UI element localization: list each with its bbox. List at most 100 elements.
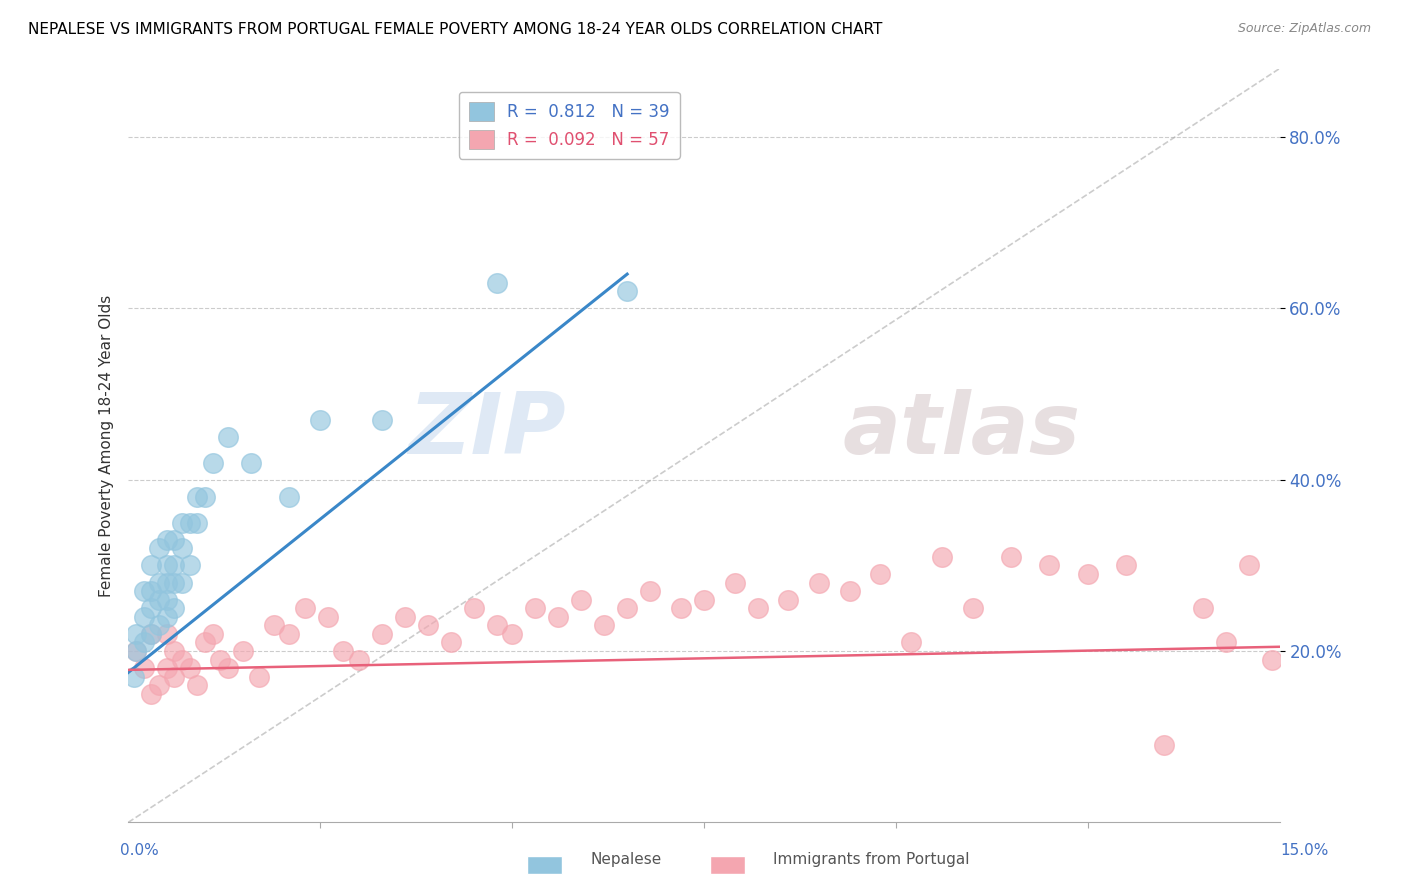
Point (370, 627, 392, 641)
Point (124, 670, 146, 684)
Text: Immigrants from Portugal: Immigrants from Portugal (773, 852, 970, 867)
Point (194, 635, 217, 649)
Point (148, 678, 170, 692)
Point (132, 661, 155, 675)
Point (394, 609, 416, 624)
Point (808, 575, 831, 590)
Point (1077, 566, 1099, 581)
Point (125, 644, 148, 658)
Point (247, 670, 270, 684)
Text: 0.0%: 0.0% (120, 843, 159, 858)
Point (569, 592, 592, 607)
Point (163, 670, 186, 684)
Point (186, 678, 208, 692)
Point (347, 652, 370, 666)
Legend: R =  0.812   N = 39, R =  0.092   N = 57: R = 0.812 N = 39, R = 0.092 N = 57 (458, 92, 679, 159)
Point (524, 601, 547, 615)
Point (156, 558, 179, 573)
Point (141, 627, 163, 641)
Point (179, 558, 201, 573)
Point (156, 627, 179, 641)
Point (156, 609, 179, 624)
Point (201, 456, 224, 470)
Point (125, 644, 148, 658)
Point (141, 601, 163, 615)
Text: Source: ZipAtlas.com: Source: ZipAtlas.com (1237, 22, 1371, 36)
Point (693, 592, 716, 607)
Point (316, 609, 339, 624)
Point (1153, 739, 1175, 753)
Point (669, 601, 692, 615)
Point (501, 627, 523, 641)
Point (263, 618, 285, 632)
Point (747, 601, 769, 615)
Point (1191, 601, 1213, 615)
Point (1038, 558, 1060, 573)
Point (869, 566, 891, 581)
Point (616, 601, 638, 615)
Point (723, 575, 745, 590)
Point (416, 618, 439, 632)
Point (163, 575, 186, 590)
Point (179, 661, 201, 675)
Point (163, 644, 186, 658)
Point (156, 592, 179, 607)
Point (931, 549, 953, 564)
Y-axis label: Female Poverty Among 18-24 Year Olds: Female Poverty Among 18-24 Year Olds (100, 294, 114, 597)
Point (309, 413, 332, 427)
Point (141, 584, 163, 599)
Point (132, 609, 155, 624)
Point (278, 627, 301, 641)
Point (240, 456, 263, 470)
Point (201, 627, 224, 641)
Point (156, 661, 179, 675)
Point (186, 516, 208, 530)
Point (125, 627, 148, 641)
Point (132, 584, 155, 599)
Point (1000, 549, 1022, 564)
Point (163, 601, 186, 615)
Point (547, 609, 569, 624)
Point (148, 575, 170, 590)
Point (638, 584, 661, 599)
Point (209, 652, 232, 666)
Point (141, 627, 163, 641)
Point (778, 592, 800, 607)
Point (217, 661, 239, 675)
Point (170, 541, 193, 556)
Point (163, 533, 186, 547)
Point (132, 635, 155, 649)
Point (593, 618, 616, 632)
Text: ZIP: ZIP (408, 389, 565, 472)
Point (194, 490, 217, 504)
Point (156, 533, 179, 547)
Point (962, 601, 984, 615)
Point (1237, 558, 1260, 573)
Point (179, 516, 201, 530)
Point (278, 490, 301, 504)
Point (1115, 558, 1137, 573)
Point (156, 575, 179, 590)
Point (616, 285, 638, 299)
Point (485, 618, 508, 632)
Point (294, 601, 316, 615)
Point (141, 558, 163, 573)
Point (217, 430, 239, 444)
Point (838, 584, 860, 599)
Point (1215, 635, 1237, 649)
Point (332, 644, 354, 658)
Text: NEPALESE VS IMMIGRANTS FROM PORTUGAL FEMALE POVERTY AMONG 18-24 YEAR OLDS CORREL: NEPALESE VS IMMIGRANTS FROM PORTUGAL FEM… (28, 22, 883, 37)
Point (148, 592, 170, 607)
Point (370, 413, 392, 427)
Point (439, 635, 461, 649)
Point (141, 687, 163, 701)
Point (148, 541, 170, 556)
Point (900, 635, 922, 649)
Point (485, 276, 508, 290)
Point (163, 558, 186, 573)
Point (170, 575, 193, 590)
Point (170, 652, 193, 666)
Point (1261, 652, 1284, 666)
Text: Nepalese: Nepalese (591, 852, 662, 867)
Point (148, 618, 170, 632)
